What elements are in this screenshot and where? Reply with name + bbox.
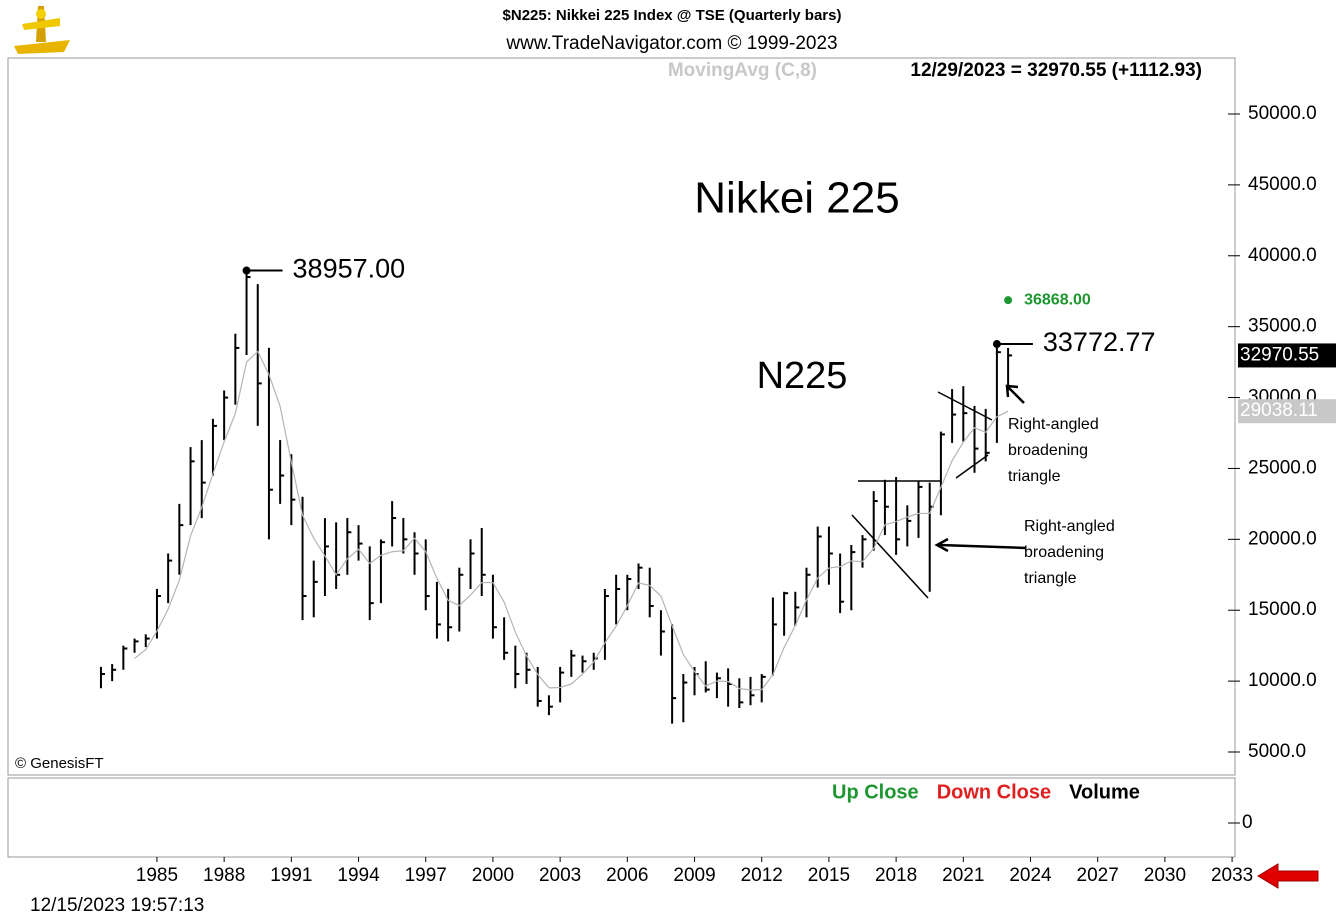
y-tick-label: 5000.0 (1248, 741, 1306, 762)
chart-subtitle: www.TradeNavigator.com © 1999-2023 (505, 33, 837, 54)
trendlines (851, 384, 1027, 599)
annotation-label: 36868.00 (1024, 291, 1091, 308)
chart-title: $N225: Nikkei 225 Index @ TSE (Quarterly… (503, 7, 842, 24)
last-value-label: 32970.55 (1240, 344, 1319, 365)
note-line: Right-angled (1008, 416, 1099, 433)
x-tick-label: 1991 (270, 865, 312, 886)
timestamp: 12/15/2023 19:57:13 (30, 895, 204, 916)
moving-average (134, 350, 1009, 691)
y-tick-label: 20000.0 (1248, 528, 1317, 549)
note-line: broadening (1008, 442, 1088, 459)
scroll-arrow[interactable] (1257, 863, 1319, 889)
y-tick-label: 40000.0 (1248, 245, 1317, 266)
annotation-dot (1004, 296, 1013, 305)
x-tick-label: 1988 (203, 865, 245, 886)
note: Right-angled broadening triangle Right-a… (1008, 416, 1115, 587)
annotation-label: 38957.00 (293, 254, 406, 284)
x-tick-label: 2003 (539, 865, 581, 886)
y-tick-label: 50000.0 (1248, 103, 1317, 124)
x-tick-label: 2021 (942, 865, 984, 886)
legend-item: Down Close (937, 781, 1051, 803)
volume-tick-label: 0 (1242, 812, 1253, 833)
x-tick-label: 2030 (1144, 865, 1186, 886)
note-line: Right-angled (1024, 518, 1115, 535)
header-value: 12/29/2023 = 32970.55 (+1112.93) (910, 60, 1202, 81)
note-line: broadening (1024, 544, 1104, 561)
last-value-label: 29038.11 (1240, 400, 1318, 421)
note-line: triangle (1008, 468, 1061, 485)
last-value-box (1238, 399, 1336, 424)
series-label: N225 (757, 355, 848, 397)
note-line: triangle (1024, 570, 1077, 587)
bars (99, 270, 1013, 724)
x-tick-label: 1994 (337, 865, 380, 886)
ma-legend: MovingAvg (C,8) (668, 60, 817, 81)
x-tick-label: 2006 (606, 865, 648, 886)
y-tick-label: 10000.0 (1248, 670, 1317, 691)
last-value-box (1238, 343, 1336, 368)
y-tick-label: 15000.0 (1248, 599, 1317, 620)
volume-panel (7, 777, 1236, 858)
big-label: Nikkei 225 (694, 174, 899, 223)
x-tick-label: 1997 (405, 865, 447, 886)
price-panel (7, 57, 1236, 776)
x-tick-label: 2018 (875, 865, 917, 886)
x-tick-label: 2024 (1009, 865, 1052, 886)
y-tick-label: 45000.0 (1248, 174, 1317, 195)
copyright: © GenesisFT (15, 755, 104, 772)
x-tick-label: 2012 (741, 865, 783, 886)
legend-item: Up Close (832, 781, 919, 803)
x-tick-label: 2033 (1211, 865, 1253, 886)
legend-item: Volume (1069, 781, 1140, 803)
annotation-label: 33772.77 (1043, 327, 1156, 357)
logo (14, 6, 70, 54)
x-tick-label: 2009 (673, 865, 715, 886)
x-tick-label: 2015 (808, 865, 850, 886)
y-tick-label: 35000.0 (1248, 316, 1317, 337)
y-tick-label: 25000.0 (1248, 457, 1317, 478)
x-tick-label: 1985 (136, 865, 178, 886)
x-tick-label: 2000 (472, 865, 514, 886)
x-tick-label: 2027 (1077, 865, 1119, 886)
